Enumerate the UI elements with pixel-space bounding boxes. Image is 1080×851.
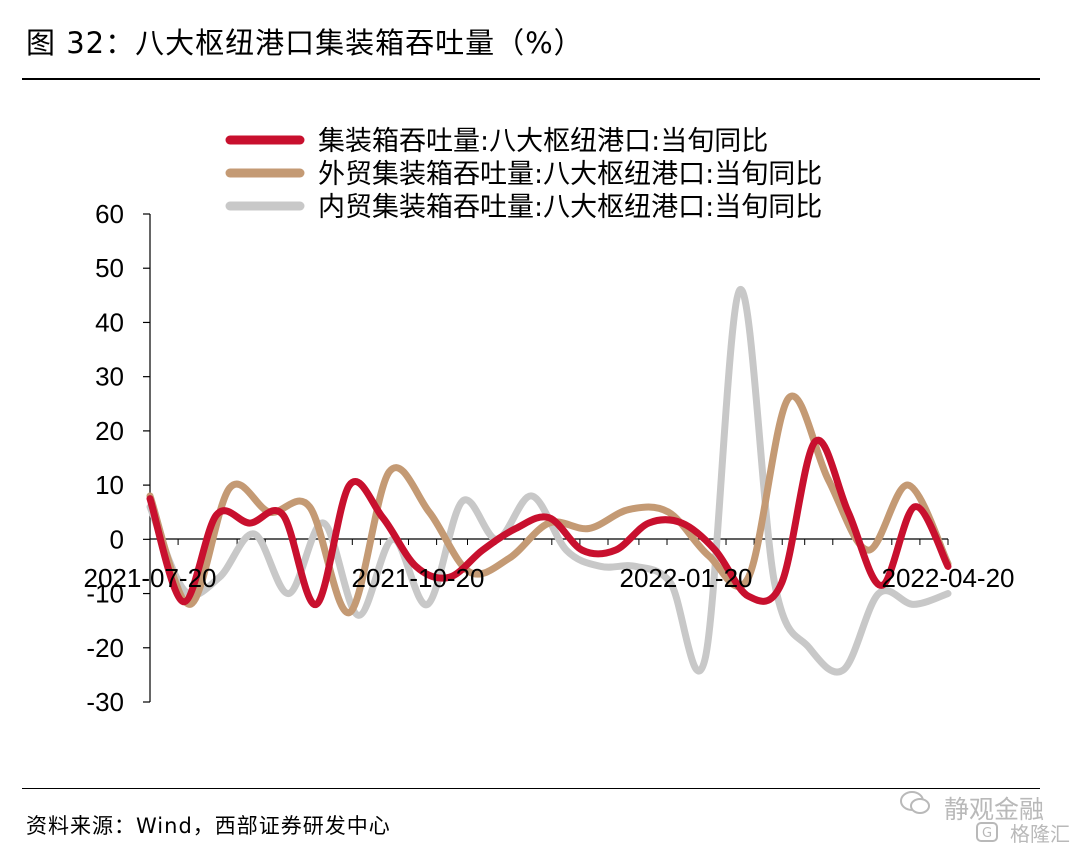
x-tick-group: [149, 539, 949, 545]
wechat-icon: [900, 791, 930, 814]
y-tick-label: 0: [110, 524, 124, 554]
series-line-2: [146, 286, 952, 676]
y-tick-group: 60 50 40 30 20 10 0 -10 -20 -30: [86, 199, 150, 717]
chart-title: 图 32：八大枢纽港口集装箱吞吐量（%）: [26, 26, 584, 60]
brand-icon: G: [976, 822, 998, 842]
y-tick-label: 30: [95, 362, 124, 392]
x-label-group: 2021-07-20 2021-10-20 2022-01-20 2022-04-20: [84, 563, 1015, 593]
x-tick-label: 2021-10-20: [352, 563, 485, 593]
legend: 集装箱吞吐量:八大枢纽港口:当旬同比 外贸集装箱吞吐量:八大枢纽港口:当旬同比 …: [225, 126, 822, 223]
y-tick-label: 10: [95, 470, 124, 500]
series-line-1: [146, 392, 952, 617]
y-tick-label: 40: [95, 307, 124, 337]
x-tick-label: 2022-04-20: [882, 563, 1015, 593]
legend-label-domestic: 内贸集装箱吞吐量:八大枢纽港口:当旬同比: [318, 192, 822, 223]
watermark-text: 静观金融: [943, 795, 1044, 824]
series-line-0: [146, 436, 952, 608]
watermark-brand: 格隆汇: [1010, 822, 1070, 846]
x-tick-label: 2021-07-20: [84, 563, 217, 593]
y-tick-label: 50: [95, 253, 124, 283]
svg-text:G: G: [982, 826, 992, 841]
y-tick-label: -20: [86, 633, 124, 663]
legend-label-foreign: 外贸集装箱吞吐量:八大枢纽港口:当旬同比: [318, 159, 822, 190]
y-tick-label: -10: [86, 579, 124, 609]
x-tick-label: 2022-01-20: [620, 563, 753, 593]
line-chart: 集装箱吞吐量:八大枢纽港口:当旬同比 外贸集装箱吞吐量:八大枢纽港口:当旬同比 …: [84, 126, 1015, 717]
series-group: [146, 286, 952, 676]
y-tick-label: -30: [86, 687, 124, 717]
y-tick-label: 20: [95, 416, 124, 446]
y-tick-label: 60: [95, 199, 124, 229]
source-rule: [22, 788, 1040, 789]
legend-label-total: 集装箱吞吐量:八大枢纽港口:当旬同比: [318, 126, 768, 157]
title-rule: [22, 78, 1040, 80]
source-note: 资料来源：Wind，西部证券研发中心: [26, 814, 391, 838]
